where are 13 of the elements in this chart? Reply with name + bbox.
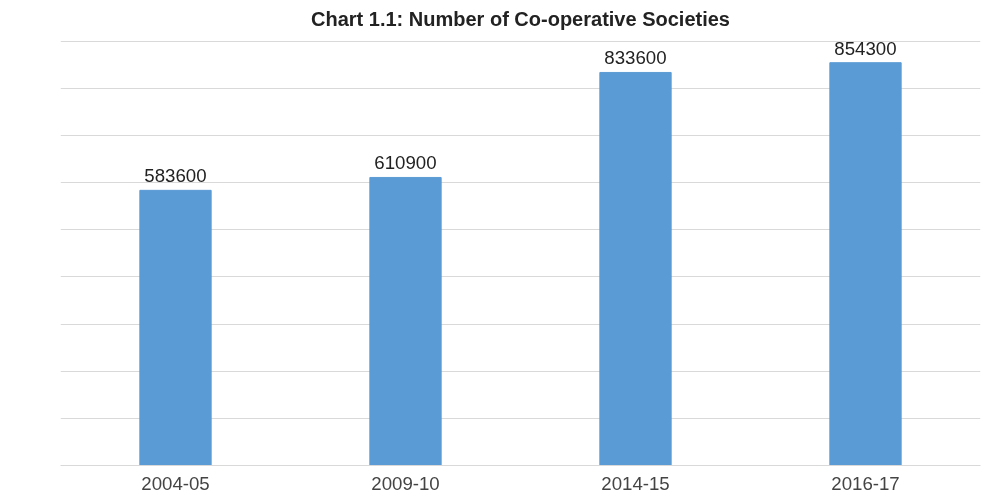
data-label: 583600 [144,165,207,187]
x-tick-label: 2016-17 [831,472,900,494]
chart-title: Chart 1.1: Number of Co-operative Societies [311,7,730,30]
bar [599,71,672,466]
x-tick-label: 2004-05 [141,472,210,494]
data-label: 610900 [374,152,437,174]
data-label: 833600 [604,47,667,69]
bar [139,189,212,466]
bar [829,62,902,466]
x-tick-label: 2009-10 [371,472,440,494]
x-tick-label: 2014-15 [601,472,670,494]
bar [369,176,442,466]
data-label: 854300 [834,37,897,59]
